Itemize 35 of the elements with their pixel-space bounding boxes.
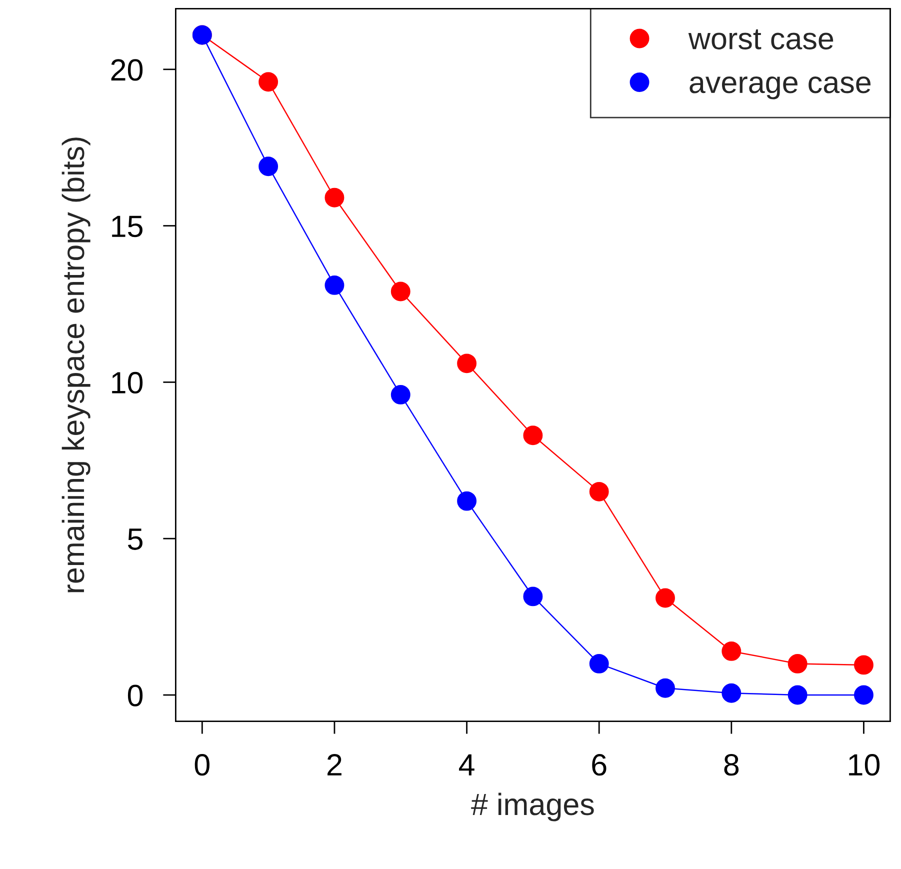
- y-tick-label: 5: [128, 528, 142, 550]
- legend-label: average case: [690, 76, 871, 100]
- point: [722, 683, 742, 703]
- y-axis-title: remaining keyspace entropy (bits): [62, 138, 90, 592]
- point: [324, 275, 344, 295]
- y-tick-label: 15: [112, 216, 142, 238]
- x-axis-title: # images: [471, 792, 594, 822]
- point: [324, 188, 344, 208]
- point: [390, 282, 410, 302]
- x-tick-label: 0: [194, 754, 210, 776]
- point: [258, 156, 278, 176]
- point: [656, 588, 675, 608]
- x-tick-label: 10: [849, 754, 880, 776]
- point: [722, 641, 742, 661]
- point: [523, 586, 543, 606]
- point: [656, 678, 675, 698]
- point: [457, 491, 477, 511]
- point: [854, 655, 874, 675]
- point: [258, 72, 278, 92]
- y-tick-label: 10: [112, 372, 143, 394]
- y-tick-label: 0: [128, 684, 143, 706]
- point: [788, 685, 808, 705]
- point: [523, 426, 543, 446]
- legend-label: worst case: [688, 29, 834, 50]
- point: [457, 354, 477, 374]
- x-tick-label: 4: [458, 754, 474, 776]
- y-tick-label: 20: [111, 59, 143, 81]
- x-tick-label: 6: [592, 754, 606, 776]
- point: [589, 482, 609, 502]
- x-tick-label: 2: [328, 754, 342, 776]
- x-tick-label: 8: [724, 754, 739, 776]
- point: [589, 654, 609, 674]
- point: [854, 685, 874, 705]
- point: [788, 654, 808, 674]
- point: [390, 384, 410, 404]
